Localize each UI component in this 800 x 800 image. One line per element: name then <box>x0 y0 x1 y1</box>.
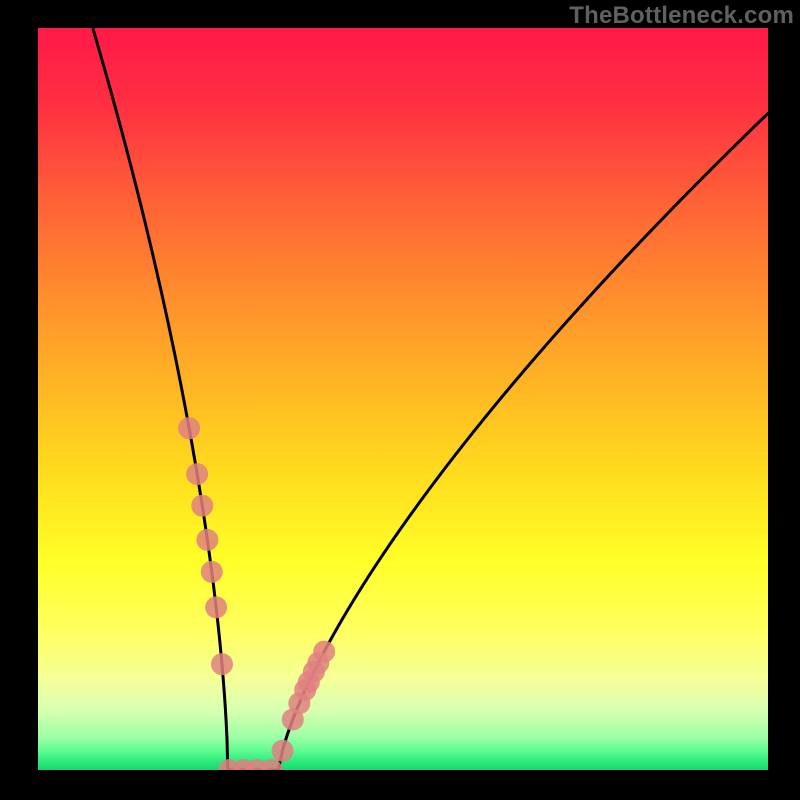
curve-layer <box>38 28 768 770</box>
curve-marker <box>313 641 335 663</box>
curve-marker <box>186 463 208 485</box>
chart-container: TheBottleneck.com <box>0 0 800 800</box>
marker-group <box>178 417 335 770</box>
curve-marker <box>211 653 233 675</box>
curve-marker <box>191 495 213 517</box>
curve-marker <box>178 417 200 439</box>
curve-marker <box>201 561 223 583</box>
curve-marker <box>196 529 218 551</box>
curve-marker <box>205 596 227 618</box>
plot-area <box>38 28 768 770</box>
curve-marker <box>272 740 294 762</box>
v-curve <box>93 29 768 770</box>
watermark-text: TheBottleneck.com <box>569 2 794 30</box>
